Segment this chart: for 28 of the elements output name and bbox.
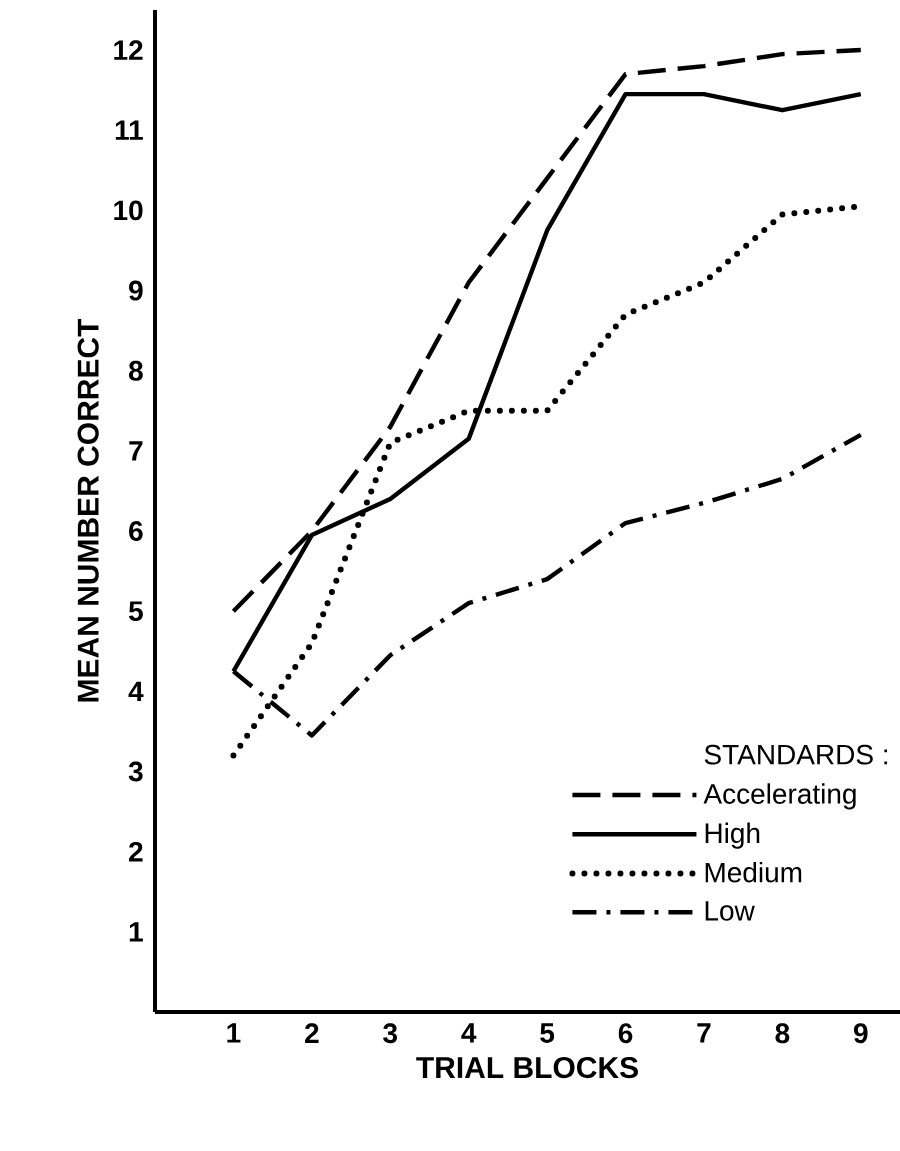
legend-label: High xyxy=(705,822,760,849)
y-tick-label: 4 xyxy=(128,681,144,701)
x-tick-label: 8 xyxy=(775,1023,790,1044)
legend-label: Accelerating xyxy=(703,783,856,810)
x-tick-label: 7 xyxy=(697,1023,711,1043)
legend-title: STANDARDS : xyxy=(704,744,888,765)
x-tick-label: 1 xyxy=(227,1023,241,1043)
y-tick-label: 11 xyxy=(115,120,143,140)
legend-label: Medium xyxy=(705,861,802,883)
x-tick-label: 9 xyxy=(853,1023,868,1044)
y-tick-label: 7 xyxy=(129,441,143,461)
y-tick-label: 6 xyxy=(129,521,143,541)
x-tick-label: 3 xyxy=(383,1023,398,1044)
x-axis-title: TRIAL BLOCKS xyxy=(416,1056,638,1079)
y-axis-title: MEAN NUMBER CORRECT xyxy=(77,318,99,702)
x-tick-label: 5 xyxy=(540,1023,555,1043)
y-tick-label: 3 xyxy=(128,761,143,782)
y-tick-label: 12 xyxy=(114,40,143,60)
y-tick-label: 2 xyxy=(129,841,143,862)
y-tick-label: 8 xyxy=(128,360,143,381)
legend-label: Low xyxy=(705,901,755,921)
y-tick-label: 10 xyxy=(114,200,143,221)
x-tick-label: 4 xyxy=(461,1023,477,1043)
y-tick-label: 9 xyxy=(129,280,143,301)
x-tick-label: 2 xyxy=(305,1023,319,1043)
y-tick-label: 5 xyxy=(128,601,143,621)
x-tick-label: 6 xyxy=(618,1023,633,1044)
y-tick-label: 1 xyxy=(129,922,143,942)
